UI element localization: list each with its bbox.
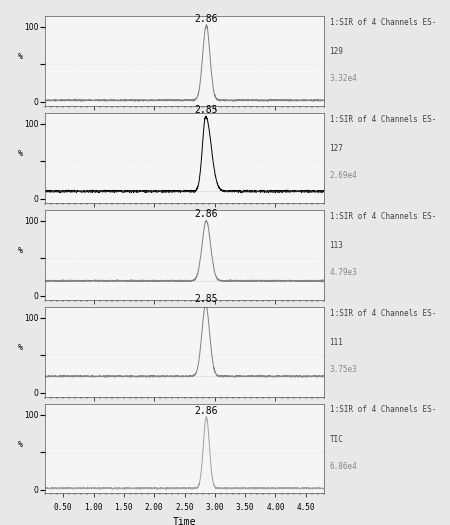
Text: 129: 129: [329, 47, 343, 56]
Text: 4.79e3: 4.79e3: [329, 268, 357, 277]
Text: 1:SIR of 4 Channels ES-: 1:SIR of 4 Channels ES-: [329, 114, 436, 123]
Text: 1:SIR of 4 Channels ES-: 1:SIR of 4 Channels ES-: [329, 17, 436, 27]
Text: 2.85: 2.85: [194, 293, 217, 304]
Text: 2.86: 2.86: [194, 406, 218, 416]
Text: 3.32e4: 3.32e4: [329, 74, 357, 83]
Y-axis label: %: %: [18, 343, 22, 352]
Text: 2.86: 2.86: [194, 209, 218, 219]
Text: 1:SIR of 4 Channels ES-: 1:SIR of 4 Channels ES-: [329, 212, 436, 220]
Y-axis label: %: %: [18, 246, 22, 255]
Text: 1:SIR of 4 Channels ES-: 1:SIR of 4 Channels ES-: [329, 405, 436, 415]
Text: 6.86e4: 6.86e4: [329, 462, 357, 471]
Text: 2.86: 2.86: [194, 14, 218, 24]
Text: 2.85: 2.85: [194, 105, 217, 115]
Text: 2.69e4: 2.69e4: [329, 171, 357, 180]
Text: 3.75e3: 3.75e3: [329, 365, 357, 374]
Text: 113: 113: [329, 241, 343, 250]
Text: 111: 111: [329, 338, 343, 347]
Y-axis label: %: %: [18, 149, 22, 158]
Text: TIC: TIC: [329, 435, 343, 444]
Y-axis label: %: %: [18, 51, 22, 61]
X-axis label: Time: Time: [173, 517, 196, 525]
Text: 1:SIR of 4 Channels ES-: 1:SIR of 4 Channels ES-: [329, 309, 436, 318]
Y-axis label: %: %: [18, 439, 22, 448]
Text: 127: 127: [329, 144, 343, 153]
